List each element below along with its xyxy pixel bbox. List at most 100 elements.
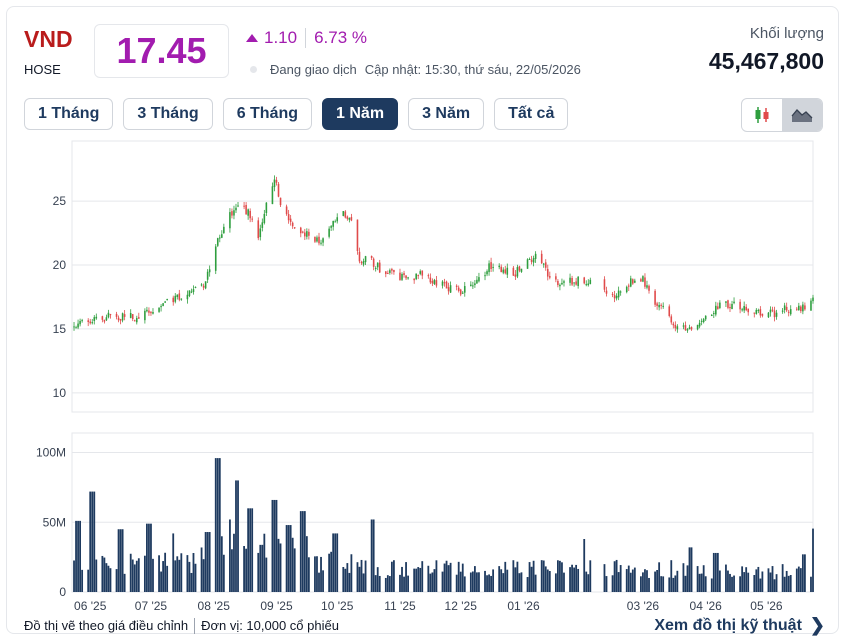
price-candle <box>514 274 517 277</box>
price-candle <box>332 220 334 227</box>
volume-bar <box>672 577 675 592</box>
volume-bar <box>449 562 452 592</box>
range-button-all[interactable]: Tất cả <box>494 98 569 130</box>
price-candle <box>247 209 249 216</box>
price-candle <box>634 280 636 283</box>
price-candle <box>192 289 195 292</box>
volume-bar <box>277 538 280 592</box>
volume-bar <box>733 575 735 592</box>
volume-bar <box>447 565 450 592</box>
price-axis-tick-label: 15 <box>53 322 67 336</box>
x-axis-tick-label: 06 '25 <box>74 599 107 613</box>
candlestick-button[interactable] <box>742 99 782 131</box>
volume-bar <box>299 511 302 592</box>
price-candle <box>781 310 784 312</box>
volume-bar <box>206 532 209 592</box>
area-chart-button[interactable] <box>782 99 822 131</box>
volume-bar <box>702 565 705 592</box>
volume-bar <box>520 572 523 592</box>
volume-bar <box>87 569 90 592</box>
price-candle <box>172 297 175 303</box>
chevron-right-icon: ❯ <box>809 615 825 635</box>
volume-bar <box>585 571 588 592</box>
volume-bar <box>654 571 656 592</box>
price-candle <box>328 228 330 237</box>
price-candle <box>445 281 448 289</box>
price-candle <box>206 271 209 280</box>
volume-bar <box>93 491 96 592</box>
price-candle <box>769 309 772 313</box>
price-candle <box>745 306 747 311</box>
price-candle <box>265 202 268 213</box>
x-axis-tick-label: 07 '25 <box>135 599 168 613</box>
volume-bar <box>204 532 207 592</box>
volume-bar <box>328 553 331 592</box>
volume-bar <box>532 560 535 592</box>
price-candle <box>407 277 409 279</box>
price-candle <box>549 276 551 278</box>
volume-bar <box>148 523 150 592</box>
area-chart-icon <box>791 109 813 122</box>
price-candle <box>431 280 434 284</box>
volume-bar <box>307 557 310 592</box>
volume-bar <box>109 568 112 592</box>
price-candle <box>449 285 452 293</box>
price-candle <box>684 325 687 331</box>
price-candle <box>91 322 94 324</box>
price-axis-tick-label: 10 <box>53 386 67 400</box>
volume-bar <box>743 572 746 592</box>
price-candle <box>119 319 122 321</box>
volume-bar <box>273 499 276 592</box>
price-candle <box>93 317 96 322</box>
price-candle <box>470 284 472 287</box>
volume-bar <box>243 546 245 592</box>
volume-bar <box>710 578 713 592</box>
volume-bar <box>107 565 110 592</box>
price-candle <box>285 206 288 215</box>
range-button-1y[interactable]: 1 Năm <box>322 98 399 130</box>
volume-bar <box>314 556 316 592</box>
volume-bar <box>192 553 195 592</box>
adjusted-price-note: Đồ thị vẽ theo giá điều chỉnh <box>24 618 189 633</box>
volume-bar <box>249 508 252 592</box>
volume-bar <box>486 575 488 592</box>
price-candle <box>385 271 387 274</box>
volume-bar <box>461 563 464 592</box>
volume-label: Khối lượng <box>749 25 824 42</box>
price-candle <box>474 283 476 286</box>
price-candle <box>364 256 367 263</box>
price-candle <box>405 275 407 279</box>
price-candle <box>302 231 304 233</box>
volume-bar <box>492 569 495 592</box>
volume-bar <box>190 572 193 592</box>
price-candle <box>459 289 462 295</box>
volume-axis-tick-label: 100M <box>36 446 66 460</box>
price-candle <box>218 237 221 239</box>
price-candle <box>243 205 245 207</box>
technical-chart-link[interactable]: Xem đồ thị kỹ thuật ❯ <box>654 615 825 636</box>
exchange-label: HOSE <box>24 62 61 77</box>
price-candle <box>231 211 233 216</box>
price-candle <box>575 281 577 285</box>
price-candle <box>773 310 776 318</box>
price-candle <box>646 285 648 288</box>
volume-value: 45,467,800 <box>708 48 824 74</box>
price-candle <box>798 305 800 311</box>
price-candle <box>490 262 492 270</box>
price-candle <box>660 304 662 306</box>
range-button-3y[interactable]: 3 Năm <box>408 98 485 130</box>
range-button-6m[interactable]: 6 Tháng <box>222 98 313 130</box>
volume-bar <box>563 572 565 592</box>
price-candle <box>640 279 642 282</box>
range-button-1m[interactable]: 1 Tháng <box>24 98 114 130</box>
volume-bar <box>178 559 181 592</box>
volume-bar <box>789 575 792 592</box>
volume-bar <box>372 519 375 592</box>
volume-bar <box>745 567 748 592</box>
range-button-3m[interactable]: 3 Tháng <box>123 98 213 130</box>
volume-bar <box>605 576 608 592</box>
volume-bar <box>785 570 788 592</box>
volume-bar <box>316 556 318 592</box>
volume-bar <box>435 560 438 592</box>
status-dot-icon <box>250 66 257 73</box>
